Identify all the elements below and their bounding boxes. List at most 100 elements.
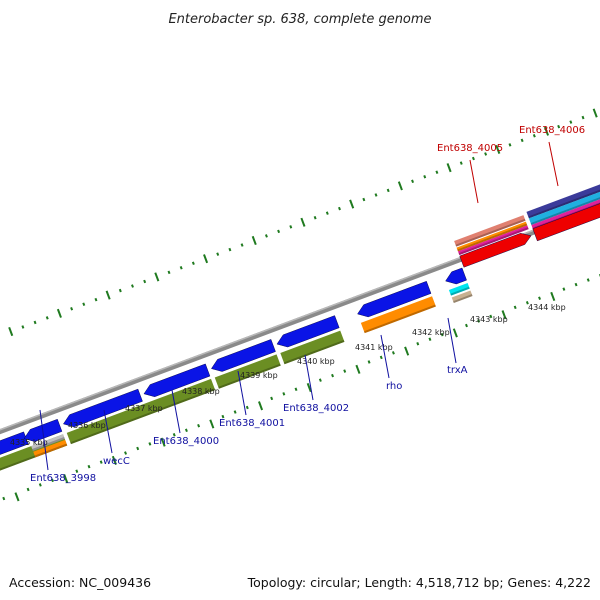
kbp-label: 4337 kbp: [125, 404, 163, 413]
minor-tick: [75, 469, 79, 473]
major-tick: [397, 181, 403, 191]
kbp-label: 4340 kbp: [297, 357, 335, 366]
cds-arrow: [357, 281, 432, 318]
gene-leader-line: [469, 159, 479, 204]
minor-tick: [282, 392, 286, 396]
label-layer: 4335 kbp 4336 kbp 4337 kbp 4338 kbp 4339 kbp…: [10, 125, 585, 484]
major-tick: [8, 326, 14, 337]
gene-leader-line: [237, 370, 247, 416]
minor-tick: [459, 161, 463, 165]
minor-tick: [294, 387, 298, 392]
gene-leader-line: [103, 409, 113, 454]
gene-label: Ent638_4001: [219, 418, 285, 429]
minor-tick: [484, 152, 488, 156]
major-tick: [111, 455, 117, 465]
cds-arrow: [445, 267, 467, 285]
cog-bar-shade: [218, 363, 281, 389]
minor-tick: [318, 378, 322, 382]
gene-leader-line: [380, 334, 390, 379]
minor-tick: [277, 229, 281, 234]
minor-tick: [33, 320, 37, 325]
major-tick: [592, 108, 598, 118]
gene-label: rho: [386, 381, 402, 392]
minor-tick: [581, 115, 585, 120]
minor-tick: [172, 433, 176, 437]
minor-tick: [379, 355, 383, 360]
minor-tick: [513, 305, 517, 310]
minor-tick: [428, 337, 432, 341]
feature-tracks: [0, 159, 600, 473]
cyan-bar-shade: [450, 286, 470, 296]
minor-tick: [557, 124, 561, 129]
major-tick: [404, 346, 410, 356]
major-tick: [550, 291, 556, 302]
major-tick: [203, 254, 209, 264]
minor-tick: [489, 314, 493, 319]
cds-arrow: [143, 363, 211, 397]
major-tick: [56, 308, 62, 318]
gene-leader-line: [304, 354, 314, 401]
gene-label: Ent638_4005: [437, 143, 503, 154]
pink-bar-shade: [458, 227, 529, 256]
minor-tick: [82, 302, 86, 306]
gene-leader-line: [171, 389, 181, 434]
minor-tick: [245, 405, 249, 410]
major-tick: [452, 328, 458, 338]
gene-label: Ent638_4000: [153, 436, 219, 447]
minor-tick: [143, 279, 147, 284]
outer-tick-track: [0, 108, 598, 338]
gray-bar: [31, 434, 65, 451]
minor-tick: [331, 373, 335, 378]
minor-tick: [386, 188, 390, 193]
minor-tick: [367, 360, 371, 364]
cyan-bar: [528, 165, 600, 225]
minor-tick: [148, 442, 152, 446]
orange-bar-shade: [364, 304, 436, 334]
major-tick: [446, 163, 452, 173]
minor-tick: [216, 252, 220, 256]
minor-tick: [520, 138, 524, 143]
orange-bar-shade: [34, 443, 68, 458]
major-tick: [251, 235, 257, 246]
pink-bar: [531, 172, 600, 230]
minor-tick: [289, 225, 293, 229]
major-tick: [258, 401, 264, 411]
minor-tick: [94, 297, 98, 302]
minor-tick: [233, 410, 237, 414]
major-tick: [209, 419, 215, 429]
minor-tick: [343, 369, 347, 373]
kbp-label: 4343 kbp: [470, 315, 508, 324]
cog-bar-shade: [283, 339, 345, 365]
kbp-label: 4341 kbp: [355, 343, 393, 352]
major-tick: [543, 126, 550, 136]
minor-tick: [240, 243, 244, 247]
minor-tick: [51, 478, 54, 483]
minor-tick: [264, 234, 268, 238]
cog-bar: [280, 330, 345, 365]
minor-tick: [374, 193, 378, 197]
major-tick: [355, 364, 361, 374]
minor-tick: [569, 120, 573, 124]
minor-tick: [136, 446, 140, 451]
map-title: Enterobacter sp. 638, complete genome: [168, 12, 431, 27]
kbp-label: 4342 kbp: [412, 328, 450, 337]
major-tick: [63, 474, 69, 484]
minor-tick: [508, 143, 512, 147]
minor-tick: [38, 483, 42, 487]
orange-bar: [33, 439, 68, 458]
minor-tick: [471, 156, 475, 161]
cyan-bar-shade: [530, 170, 600, 225]
minor-tick: [197, 423, 201, 428]
orange-bar-shade: [457, 223, 528, 252]
cyan-bar: [448, 282, 470, 296]
major-tick: [105, 290, 111, 300]
gene-label: Ent638_4006: [519, 125, 585, 136]
minor-tick: [228, 247, 232, 252]
major-tick: [306, 382, 312, 393]
major-tick: [300, 217, 306, 227]
salmon-bar: [454, 215, 526, 247]
gene-leader-line: [447, 317, 457, 364]
minor-tick: [87, 464, 91, 469]
minor-tick: [411, 179, 415, 184]
